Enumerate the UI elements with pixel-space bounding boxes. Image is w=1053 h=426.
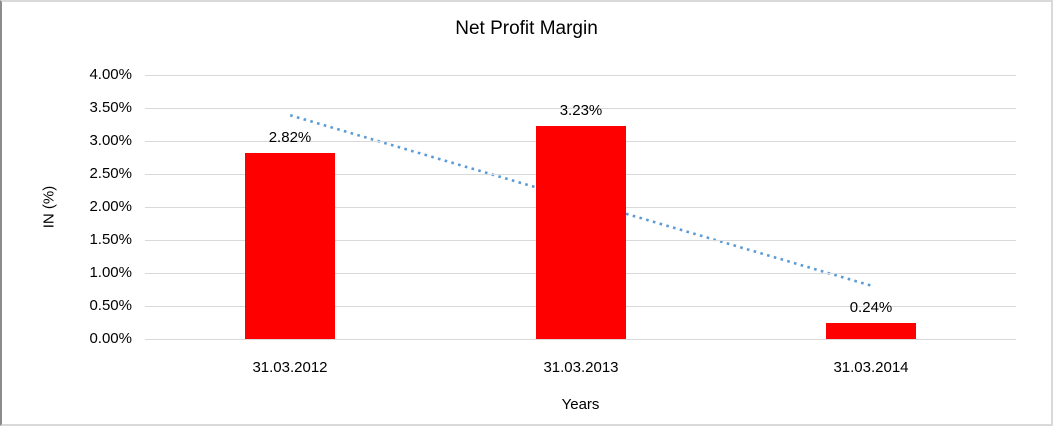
gridline [145,108,1016,109]
chart-title: Net Profit Margin [455,18,598,39]
y-tick-label: 2.00% [89,198,132,215]
x-tick-label: 31.03.2014 [833,359,909,376]
bar [536,126,626,339]
bar-value-label: 0.24% [849,299,893,316]
bar-value-label: 3.23% [559,102,603,119]
x-tick-label: 31.03.2012 [252,359,328,376]
bar [826,323,916,339]
gridline [145,75,1016,76]
y-tick-label: 1.00% [89,264,132,281]
gridline [145,339,1016,340]
y-tick-label: 4.00% [89,66,132,83]
y-tick-label: 0.00% [89,330,132,347]
bar-value-label: 2.82% [268,129,312,146]
y-tick-label: 1.50% [89,231,132,248]
y-tick-label: 3.00% [89,132,132,149]
bar [245,153,335,339]
y-tick-label: 3.50% [89,99,132,116]
y-tick-label: 0.50% [89,297,132,314]
y-tick-label: 2.50% [89,165,132,182]
x-tick-label: 31.03.2013 [543,359,619,376]
x-axis-title: Years [561,396,600,413]
plot-area [145,75,1016,340]
